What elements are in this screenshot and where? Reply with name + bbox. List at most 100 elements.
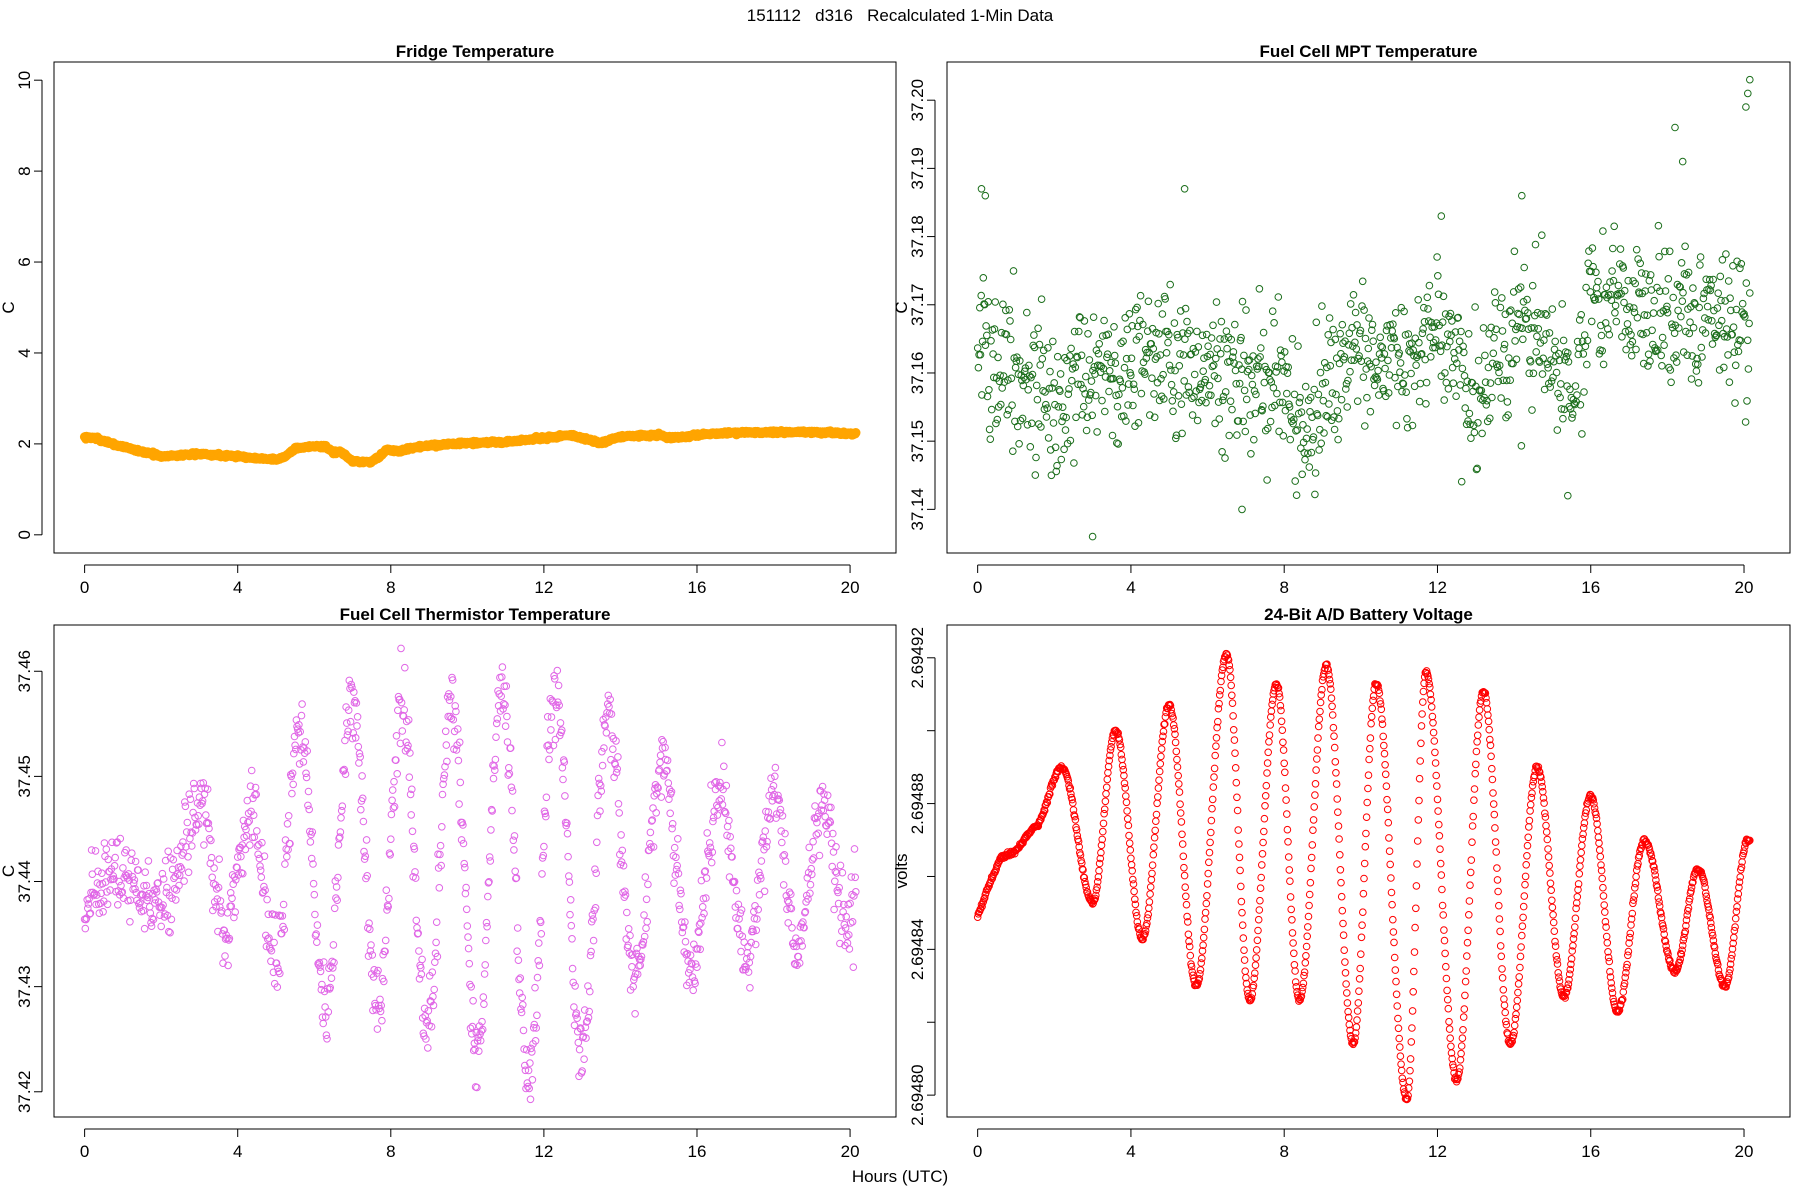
data-point: [566, 896, 575, 904]
data-point: [1499, 986, 1508, 994]
data-point: [676, 905, 684, 914]
data-point: [1279, 738, 1287, 747]
data-point: [1553, 960, 1562, 968]
data-point: [1093, 428, 1101, 436]
data-point: [1311, 490, 1319, 499]
data-point: [1396, 359, 1405, 367]
data-point: [1463, 938, 1472, 947]
data-point: [1188, 411, 1197, 419]
data-point: [1466, 868, 1475, 877]
data-point: [1552, 368, 1561, 377]
data-point: [1364, 344, 1373, 353]
data-point: [1230, 736, 1239, 744]
data-point: [1380, 749, 1389, 758]
data-point: [481, 961, 490, 969]
data-point: [1349, 291, 1358, 299]
data-point: [1384, 356, 1392, 365]
data-point: [1049, 337, 1057, 346]
data-point: [415, 947, 423, 955]
data-point: [1531, 240, 1540, 249]
data-point: [1155, 396, 1164, 405]
data-point: [1310, 803, 1318, 811]
data-point: [1217, 677, 1225, 686]
data-point: [587, 947, 595, 956]
data-point: [1570, 930, 1578, 938]
data-point: [1472, 747, 1481, 756]
data-point: [1212, 742, 1220, 751]
data-point: [355, 759, 363, 767]
data-point: [388, 786, 397, 794]
data-point: [1564, 349, 1572, 357]
data-point: [163, 883, 171, 892]
data-point: [1366, 407, 1375, 416]
data-point: [1008, 401, 1016, 410]
data-point: [1558, 300, 1566, 308]
x-tick-label: 16: [1581, 1142, 1600, 1161]
data-point: [1238, 921, 1247, 930]
data-point: [760, 887, 769, 896]
data-point: [1490, 334, 1498, 342]
data-point: [1228, 699, 1237, 708]
data-point: [1312, 318, 1321, 327]
data-point: [1256, 884, 1265, 893]
data-point: [1743, 397, 1751, 405]
data-point: [1436, 845, 1444, 854]
data-point: [1360, 859, 1369, 868]
data-point: [1391, 309, 1400, 317]
data-point: [1386, 860, 1394, 869]
data-point: [1041, 388, 1049, 396]
data-point: [1268, 696, 1277, 704]
data-point: [1190, 370, 1199, 379]
data-point: [1533, 332, 1541, 341]
data-point: [1496, 942, 1505, 950]
data-point: [1439, 911, 1447, 919]
data-point: [1743, 336, 1752, 345]
data-point: [486, 857, 495, 865]
data-point: [556, 719, 565, 727]
data-point: [814, 829, 823, 838]
data-point: [1459, 1013, 1468, 1021]
data-point: [1543, 835, 1552, 844]
data-point: [1514, 980, 1523, 988]
data-point: [1467, 856, 1476, 864]
data-point: [554, 681, 563, 690]
data-point: [987, 337, 995, 345]
data-point: [1157, 375, 1165, 383]
data-point: [200, 841, 208, 849]
data-point: [1520, 892, 1529, 900]
data-point: [1523, 841, 1532, 850]
data-point: [1094, 873, 1103, 881]
data-point: [628, 963, 636, 971]
data-point: [1058, 403, 1067, 412]
data-point: [1650, 296, 1658, 305]
data-point: [1292, 491, 1301, 500]
data-point: [1376, 333, 1384, 342]
panel-fuel-cell-thermistor-temperature: Fuel Cell Thermistor Temperature C 0 4 8 12…: [0, 605, 897, 1161]
data-point: [1406, 1066, 1414, 1075]
data-point: [336, 828, 345, 836]
data-point: [836, 861, 845, 870]
data-point: [418, 955, 426, 964]
data-point: [992, 419, 1000, 428]
data-point: [1393, 1002, 1401, 1010]
data-point: [1201, 915, 1209, 923]
data-point: [1162, 349, 1171, 357]
data-point: [1082, 372, 1090, 381]
data-point: [1118, 755, 1126, 764]
data-point: [526, 1095, 535, 1104]
y-tick-label: 8: [15, 166, 34, 175]
data-point: [1520, 263, 1528, 272]
data-point: [1412, 882, 1421, 890]
data-point: [1599, 360, 1608, 369]
data-point: [1419, 687, 1428, 696]
data-point: [1417, 739, 1425, 748]
data-point: [1469, 387, 1477, 396]
data-point: [1602, 932, 1611, 941]
data-point: [438, 790, 447, 799]
data-point: [1471, 769, 1479, 778]
data-point: [1058, 417, 1066, 426]
data-point: [1385, 834, 1393, 842]
data-point: [304, 787, 313, 796]
data-point: [1193, 416, 1202, 425]
data-point: [1334, 822, 1343, 830]
